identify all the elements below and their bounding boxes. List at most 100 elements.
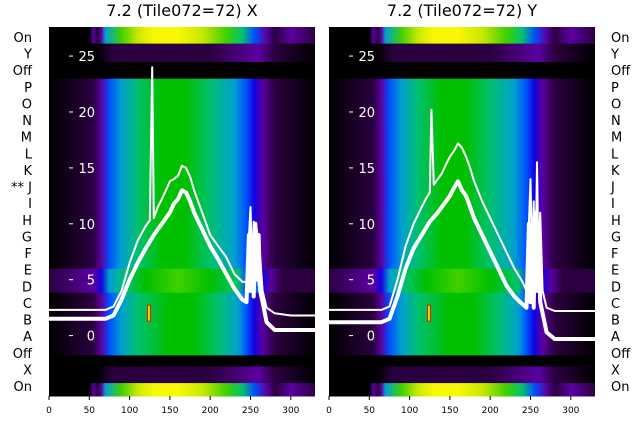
row-label-left: Off [13, 64, 33, 79]
heatmap-band [329, 78, 595, 270]
x-tick-label: 50 [364, 406, 376, 416]
y-tick-label: 20 [358, 106, 375, 121]
x-tick-label: 50 [84, 406, 96, 416]
heatmap-band [329, 383, 595, 397]
heatmap-band [329, 292, 595, 356]
row-label-left: N [22, 114, 32, 129]
trace-line-1 [49, 188, 315, 332]
chart-title-x: 7.2 (Tile072=72) X [106, 1, 257, 20]
row-label-left: Off [13, 347, 33, 362]
heatmap-band [49, 62, 315, 80]
row-label-left: C [23, 297, 32, 312]
heatmap-band [49, 43, 315, 63]
heatmap-band [49, 292, 315, 356]
x-tick-label: 250 [242, 406, 259, 416]
y-tick-label: 5 [87, 274, 95, 289]
row-label-right: N [611, 114, 621, 129]
x-tick-label: 250 [522, 406, 539, 416]
row-label-right: Off [611, 64, 631, 79]
heatmap-band [49, 383, 315, 397]
row-label-left: Y [23, 48, 32, 63]
row-label-left: I [28, 197, 32, 212]
y-tick-label: 5 [367, 274, 375, 289]
x-tick-label: 300 [282, 406, 299, 416]
x-tick-label: 300 [562, 406, 579, 416]
row-label-left: On [14, 31, 32, 46]
row-label-left: A [23, 330, 32, 345]
marker-bar [426, 304, 431, 322]
row-label-right: H [611, 214, 621, 229]
heatmap-band [329, 62, 595, 80]
row-label-left: D [22, 280, 32, 295]
row-label-right: P [611, 81, 619, 96]
row-label-right: O [611, 97, 621, 112]
heatmap-band [329, 268, 595, 294]
row-label-left: L [25, 147, 33, 162]
row-label-left: F [25, 247, 32, 262]
x-tick-label: 0 [326, 406, 332, 416]
y-tick-label: 0 [367, 330, 375, 345]
row-label-right: X [611, 363, 620, 378]
row-label-left: K [23, 164, 32, 179]
row-label-left: P [24, 81, 32, 96]
y-tick-label: 25 [358, 50, 375, 65]
row-label-right: J [610, 181, 615, 196]
row-label-right: D [611, 280, 621, 295]
heatmap-band [49, 268, 315, 294]
row-label-left: E [24, 264, 32, 279]
heatmap-band [329, 43, 595, 63]
trace-line-1 [329, 179, 595, 341]
row-label-right: B [611, 314, 620, 329]
row-label-left: X [23, 363, 32, 378]
heatmap-band [49, 27, 315, 45]
x-tick-label: 200 [202, 406, 219, 416]
row-label-right: C [611, 297, 620, 312]
row-label-right: I [611, 197, 615, 212]
y-tick-label: 25 [78, 50, 95, 65]
y-tick-label: 15 [358, 162, 375, 177]
row-label-left: G [22, 230, 32, 245]
row-label-right: K [611, 164, 620, 179]
row-label-left: On [14, 380, 32, 395]
heatmap-band [329, 27, 595, 45]
row-label-right: G [611, 230, 621, 245]
row-label-left: M [21, 131, 32, 146]
row-label-right: F [611, 247, 618, 262]
x-tick-label: 150 [161, 406, 178, 416]
row-label-right: On [611, 380, 629, 395]
row-label-right: Y [610, 48, 619, 63]
y-tick-label: 10 [78, 218, 95, 233]
row-label-left: ** J [11, 181, 32, 196]
chart-title-y: 7.2 (Tile072=72) Y [387, 1, 537, 20]
y-tick-label: 0 [87, 330, 95, 345]
x-tick-label: 100 [121, 406, 138, 416]
row-label-right: Off [611, 347, 631, 362]
heatmap-band [329, 366, 595, 384]
x-tick-label: 100 [401, 406, 418, 416]
heatmap-band [329, 355, 595, 367]
y-tick-label: 15 [78, 162, 95, 177]
row-label-right: A [611, 330, 620, 345]
heatmap-band [49, 78, 315, 270]
x-tick-label: 200 [482, 406, 499, 416]
row-label-left: H [22, 214, 32, 229]
row-label-right: L [611, 147, 619, 162]
row-label-right: E [611, 264, 619, 279]
x-tick-label: 0 [46, 406, 52, 416]
row-label-right: M [611, 131, 622, 146]
trace-line-0 [329, 108, 595, 312]
y-tick-label: 10 [358, 218, 375, 233]
row-label-left: B [23, 314, 32, 329]
heatmap-band [49, 355, 315, 367]
x-tick-label: 150 [441, 406, 458, 416]
y-tick-label: 20 [78, 106, 95, 121]
row-label-right: On [611, 31, 629, 46]
marker-bar [146, 304, 151, 322]
heatmap-band [49, 366, 315, 384]
row-label-left: O [22, 97, 32, 112]
